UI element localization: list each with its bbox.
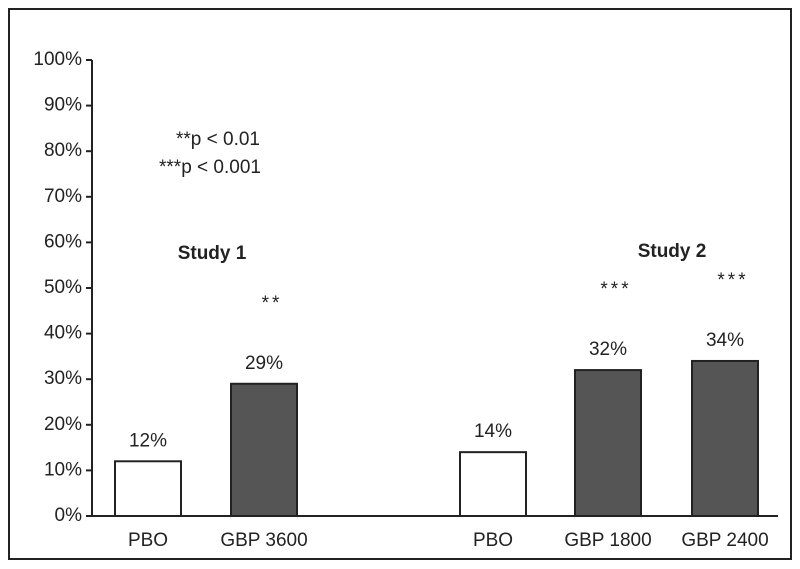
y-tick-label: 10%: [44, 459, 82, 480]
bar: [574, 369, 642, 517]
x-tick-label: GBP 2400: [681, 530, 768, 551]
y-tick-label: 100%: [33, 49, 82, 70]
value-label: 34%: [706, 330, 744, 351]
significance-marker: ***: [717, 270, 748, 291]
y-tick-label: 90%: [44, 95, 82, 116]
significance-marker: **: [262, 293, 283, 314]
value-label: 14%: [474, 421, 512, 442]
legend-note: **p < 0.01: [176, 129, 260, 150]
bar: [691, 359, 759, 517]
significance-marker: ***: [600, 279, 631, 300]
legend-note: ***p < 0.001: [159, 157, 261, 178]
x-tick-label: GBP 3600: [220, 530, 307, 551]
value-label: 12%: [129, 430, 167, 451]
y-tick-label: 30%: [44, 368, 82, 389]
y-tick-label: 0%: [55, 505, 83, 526]
value-label: 32%: [589, 339, 627, 360]
y-tick-label: 80%: [44, 140, 82, 161]
frame: [8, 8, 792, 560]
y-tick-label: 40%: [44, 323, 82, 344]
x-tick-label: PBO: [128, 530, 168, 551]
y-tick-label: 60%: [44, 231, 82, 252]
bar: [114, 460, 182, 517]
y-tick-label: 20%: [44, 414, 82, 435]
bar: [230, 382, 298, 518]
group-label: Study 2: [638, 241, 707, 262]
y-tick-label: 50%: [44, 277, 82, 298]
value-label: 29%: [245, 353, 283, 374]
bar: [459, 451, 527, 518]
y-tick-label: 70%: [44, 186, 82, 207]
group-label: Study 1: [178, 243, 247, 264]
x-tick-label: GBP 1800: [564, 530, 651, 551]
x-tick-label: PBO: [473, 530, 513, 551]
